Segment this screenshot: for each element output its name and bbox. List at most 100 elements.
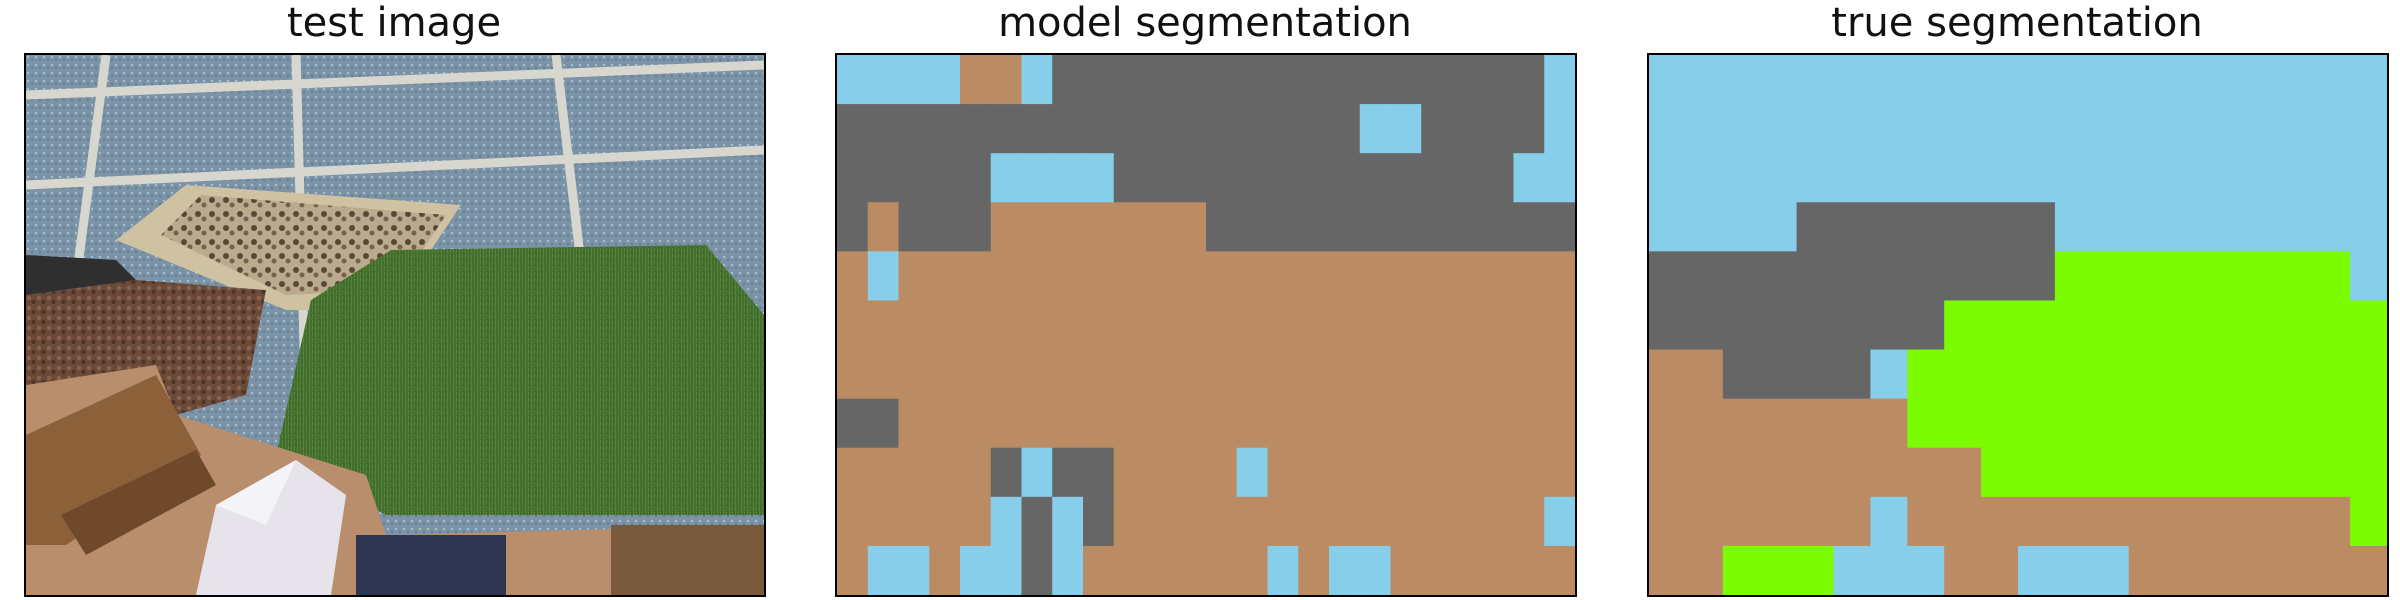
- model-segmentation-cell: [898, 104, 930, 154]
- model-segmentation-cell: [1175, 104, 1207, 154]
- model-segmentation-cell: [1236, 349, 1269, 400]
- true-segmentation-cell: [2128, 398, 2167, 449]
- true-segmentation-cell: [1649, 398, 1687, 449]
- true-segmentation-cell: [2165, 545, 2204, 595]
- true-segmentation-cell: [1722, 398, 1761, 449]
- model-segmentation-cell: [1021, 104, 1053, 154]
- model-segmentation-cell: [1513, 251, 1545, 302]
- true-segmentation-cell: [2091, 349, 2130, 400]
- true-segmentation-cell: [2350, 153, 2387, 203]
- true-segmentation-cell: [1796, 447, 1835, 498]
- model-segmentation-cell: [990, 545, 1023, 595]
- model-segmentation-cell: [1421, 251, 1453, 302]
- true-segmentation-cell: [2239, 545, 2277, 595]
- true-segmentation-cell: [1722, 104, 1761, 154]
- true-segmentation-cell: [2313, 496, 2351, 547]
- model-segmentation-cell: [1390, 55, 1422, 105]
- model-segmentation-cell: [1175, 447, 1207, 498]
- model-segmentation-cell: [837, 545, 869, 595]
- model-segmentation-cell: [1052, 447, 1084, 498]
- model-segmentation-cell: [1513, 545, 1545, 595]
- model-segmentation-cell: [1298, 251, 1330, 302]
- model-segmentation-cell: [1206, 398, 1238, 449]
- model-segmentation-cell: [1021, 447, 1053, 498]
- model-segmentation-cell: [1175, 251, 1207, 302]
- model-segmentation-cell: [1298, 398, 1330, 449]
- true-segmentation-cell: [1870, 300, 1908, 351]
- model-segmentation-cell: [898, 398, 930, 449]
- true-segmentation-cell: [1722, 251, 1761, 302]
- true-segmentation-cell: [1796, 545, 1835, 595]
- true-segmentation-cell: [1722, 496, 1761, 547]
- true-segmentation-cell: [2128, 104, 2167, 154]
- model-segmentation-cell: [929, 55, 961, 105]
- true-segmentation-cell: [2054, 398, 2093, 449]
- model-segmentation-cell: [1513, 447, 1545, 498]
- model-segmentation-cell: [1452, 55, 1484, 105]
- true-segmentation-cell: [1649, 251, 1687, 302]
- true-segmentation-cell: [1722, 55, 1761, 105]
- true-segmentation-cell: [1649, 55, 1687, 105]
- model-segmentation-cell: [929, 104, 961, 154]
- true-segmentation-cell: [1759, 153, 1798, 203]
- true-segmentation-cell: [1870, 251, 1908, 302]
- true-segmentation-cell: [1833, 545, 1871, 595]
- model-segmentation-cell: [1021, 202, 1053, 252]
- true-segmentation-cell: [2165, 153, 2204, 203]
- model-segmentation-cell: [990, 496, 1023, 547]
- model-segmentation-cell: [1236, 496, 1269, 547]
- model-segmentation-cell: [1482, 349, 1515, 400]
- model-segmentation-cell: [990, 153, 1023, 203]
- model-segmentation-cell: [837, 447, 869, 498]
- model-segmentation-cell: [1544, 545, 1575, 595]
- model-segmentation-cell: [898, 55, 930, 105]
- true-segmentation-cell: [1685, 55, 1724, 105]
- model-segmentation-panel: [835, 53, 1577, 597]
- model-segmentation-cell: [1482, 202, 1515, 252]
- model-segmentation-cell: [1083, 300, 1115, 351]
- true-segmentation-cell: [1759, 545, 1798, 595]
- true-segmentation-title: true segmentation: [1831, 0, 2203, 46]
- model-segmentation-cell: [1298, 153, 1330, 203]
- model-segmentation-cell: [1021, 398, 1053, 449]
- model-segmentation-cell: [960, 153, 992, 203]
- model-segmentation-cell: [1113, 496, 1146, 547]
- model-segmentation-cell: [1175, 153, 1207, 203]
- true-segmentation-cell: [1685, 104, 1724, 154]
- true-segmentation-cell: [1981, 398, 2019, 449]
- true-segmentation-cell: [2054, 202, 2093, 252]
- true-segmentation-cell: [2350, 545, 2387, 595]
- model-segmentation-cell: [898, 202, 930, 252]
- model-segmentation-cell: [1421, 545, 1453, 595]
- true-segmentation-cell: [1685, 251, 1724, 302]
- true-segmentation-cell: [2350, 447, 2387, 498]
- true-segmentation-cell: [2350, 251, 2387, 302]
- model-segmentation-cell: [1267, 104, 1299, 154]
- true-segmentation-cell: [2276, 55, 2314, 105]
- model-segmentation-cell: [837, 398, 869, 449]
- model-segmentation-cell: [1267, 202, 1299, 252]
- true-segmentation-cell: [1759, 202, 1798, 252]
- model-segmentation-cell: [960, 398, 992, 449]
- model-segmentation-cell: [1236, 545, 1269, 595]
- model-segmentation-cell: [1544, 398, 1575, 449]
- true-segmentation-cell: [1796, 251, 1835, 302]
- model-segmentation-cell: [837, 251, 869, 302]
- model-segmentation-cell: [1359, 349, 1392, 400]
- true-segmentation-cell: [1907, 202, 1945, 252]
- model-segmentation-cell: [1083, 251, 1115, 302]
- true-segmentation-cell: [1981, 496, 2019, 547]
- true-segmentation-cell: [2276, 496, 2314, 547]
- model-segmentation-cell: [1390, 398, 1422, 449]
- true-segmentation-cell: [2091, 104, 2130, 154]
- model-segmentation-cell: [1083, 104, 1115, 154]
- true-segmentation-cell: [1796, 349, 1835, 400]
- true-segmentation-cell: [1870, 447, 1908, 498]
- model-segmentation-cell: [1144, 398, 1176, 449]
- true-segmentation-cell: [2350, 349, 2387, 400]
- model-segmentation-cell: [1113, 153, 1146, 203]
- true-segmentation-cell: [2054, 55, 2093, 105]
- model-segmentation-cell: [1359, 447, 1392, 498]
- model-segmentation-cell: [898, 447, 930, 498]
- model-segmentation-cell: [1513, 55, 1545, 105]
